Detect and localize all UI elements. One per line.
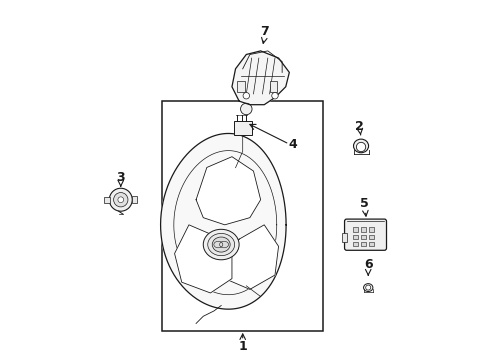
Bar xyxy=(162,101,323,330)
Bar xyxy=(233,121,251,135)
Bar xyxy=(360,242,366,246)
Bar xyxy=(360,234,366,239)
Bar xyxy=(352,227,357,232)
Polygon shape xyxy=(231,51,289,105)
Bar xyxy=(368,242,373,246)
Circle shape xyxy=(356,142,365,152)
Ellipse shape xyxy=(207,233,234,256)
Bar xyxy=(352,242,357,246)
Circle shape xyxy=(271,93,278,99)
Circle shape xyxy=(365,285,370,290)
Ellipse shape xyxy=(203,229,239,260)
Bar xyxy=(352,234,357,239)
Circle shape xyxy=(240,103,251,115)
Circle shape xyxy=(109,188,132,211)
Polygon shape xyxy=(174,225,231,293)
Circle shape xyxy=(118,197,123,203)
Text: 2: 2 xyxy=(354,120,363,133)
Text: 6: 6 xyxy=(363,258,372,271)
Bar xyxy=(368,234,373,239)
Bar xyxy=(237,81,244,92)
Text: 1: 1 xyxy=(238,340,246,353)
Bar xyxy=(360,227,366,232)
Polygon shape xyxy=(196,157,260,225)
Text: 5: 5 xyxy=(360,197,368,210)
FancyBboxPatch shape xyxy=(344,219,386,250)
Ellipse shape xyxy=(353,139,368,153)
Circle shape xyxy=(113,193,128,207)
Bar xyxy=(131,196,137,203)
Bar xyxy=(368,227,373,232)
Ellipse shape xyxy=(363,284,372,292)
Text: 4: 4 xyxy=(288,138,297,150)
Polygon shape xyxy=(160,134,285,309)
Bar xyxy=(342,233,346,242)
Text: 7: 7 xyxy=(259,25,268,38)
Text: 3: 3 xyxy=(116,171,125,184)
Circle shape xyxy=(243,93,249,99)
Polygon shape xyxy=(224,225,278,289)
Ellipse shape xyxy=(212,237,230,252)
Bar xyxy=(104,197,110,203)
Bar xyxy=(269,81,277,92)
